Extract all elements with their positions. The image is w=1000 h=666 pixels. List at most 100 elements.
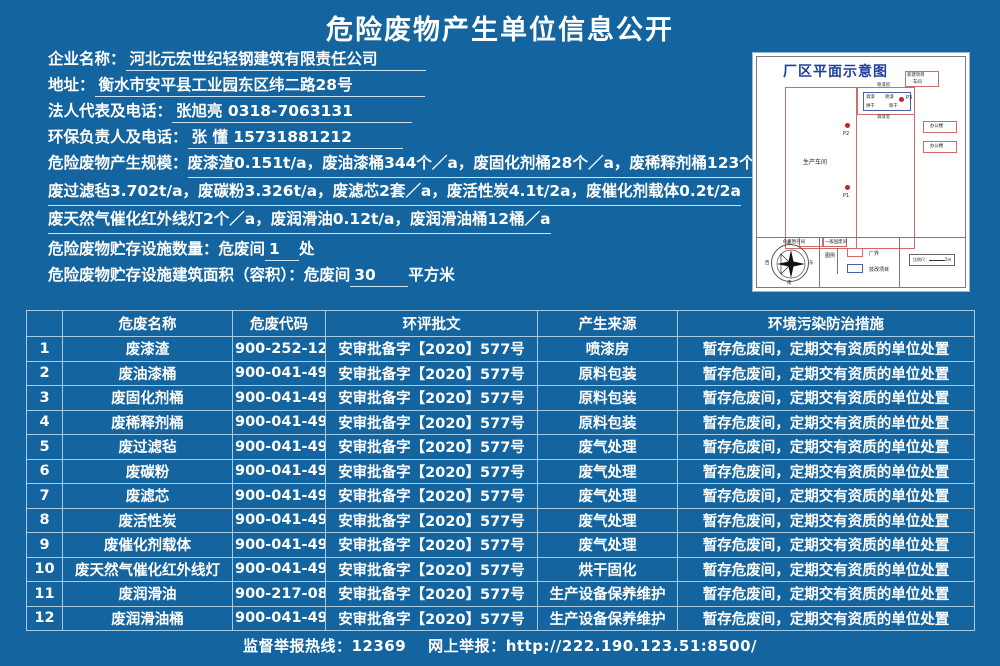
cell-doc: 安审批备字【2020】577号 <box>325 483 538 509</box>
legal-rep-value: 张旭亮 0318-7063131 <box>172 101 413 123</box>
cell-source: 废气处理 <box>537 507 678 533</box>
facility-count-value: 1 <box>265 239 300 261</box>
hotline-value: 12369 <box>351 637 407 655</box>
paint-room-zone <box>857 87 915 115</box>
cell-code: 900-041-49 <box>232 385 326 411</box>
col-header-measure: 环境污染防治措施 <box>677 310 975 337</box>
cell-measure: 暂存危废间，定期交有资质的单位处置 <box>677 581 975 607</box>
cell-measure: 暂存危废间，定期交有资质的单位处置 <box>677 483 975 509</box>
table-row: 1 废漆渣 900-252-12 安审批备字【2020】577号 喷漆房 暂存危废间，定期… <box>26 336 975 362</box>
tech-project-box <box>863 92 911 111</box>
cell-index: 2 <box>26 360 63 386</box>
cell-code: 900-041-49 <box>232 532 326 558</box>
floor-plan-title: 厂区平面示意图 <box>783 64 888 80</box>
cell-name: 废滤芯 <box>62 483 233 509</box>
table-row: 5 废过滤毡 900-041-49 安审批备字【2020】577号 废气处理 暂存危废间，… <box>26 434 975 460</box>
footer-hotline-bar: 监督举报热线：12369 网上举报：http://222.190.123.51:8… <box>0 635 1000 656</box>
monitor-point-p2-dot <box>845 123 850 128</box>
cell-index: 12 <box>26 605 63 631</box>
env-officer-value: 张 懂 15731881212 <box>187 127 403 149</box>
cell-source: 烘干固化 <box>537 556 678 582</box>
cell-index: 6 <box>26 458 63 484</box>
waste-scale-label: 危险废物产生规模： <box>48 154 188 172</box>
cell-doc: 安审批备字【2020】577号 <box>325 360 538 386</box>
cell-source: 废气处理 <box>537 458 678 484</box>
legend-swatch-project <box>847 264 863 273</box>
legend-divider-2 <box>899 238 900 287</box>
company-name-value: 河北元宏世纪轻钢建筑有限责任公司 <box>125 49 426 71</box>
cell-code: 900-041-49 <box>232 409 326 435</box>
compass-south-label: 南 <box>787 281 792 286</box>
cell-source: 生产设备保养维护 <box>537 581 678 607</box>
legend-title-label: 图例 <box>825 253 836 259</box>
cell-measure: 暂存危废间，定期交有资质的单位处置 <box>677 409 975 435</box>
address-line: 地址： 衡水市安平县工业园东区纬二路28号 <box>48 72 748 98</box>
scale-bar: 比例尺： 5m <box>909 254 956 266</box>
cell-index: 10 <box>26 556 63 582</box>
hazard-storage-label: 危废暂存间 <box>783 240 805 245</box>
col-header-name: 危废名称 <box>62 310 233 337</box>
facility-area-value: 30 <box>350 265 409 287</box>
cell-name: 废催化剂载体 <box>62 532 233 558</box>
company-name-label: 企业名称： <box>48 50 126 68</box>
facility-area-label: 危险废物贮存设施建筑面积（容积）：危废间 <box>48 266 351 284</box>
compass-north-label: 北 <box>787 241 792 246</box>
legal-rep-label: 法人代表及电话： <box>48 102 173 120</box>
cell-source: 原料包装 <box>537 385 678 411</box>
office-building-label-2: 办公楼 <box>930 144 944 149</box>
legend-project-label: 技改项目 <box>869 267 890 273</box>
legend-swatch-boundary <box>847 248 863 257</box>
cell-source: 原料包装 <box>537 360 678 386</box>
facility-area-unit: 平方米 <box>408 266 455 284</box>
office-building-box-2 <box>923 141 957 153</box>
inner-label-1: 调漆 <box>866 95 875 100</box>
cell-code: 900-217-08 <box>232 581 326 607</box>
cell-doc: 安审批备字【2020】577号 <box>325 434 538 460</box>
production-workshop-box <box>785 87 857 249</box>
cell-doc: 安审批备字【2020】577号 <box>325 385 538 411</box>
online-report-value[interactable]: http://222.190.123.51:8500/ <box>505 637 758 655</box>
cell-code: 900-252-12 <box>232 336 326 362</box>
table-row: 11 废润滑油 900-217-08 安审批备字【2020】577号 生产设备保养维护暂… <box>26 581 975 607</box>
legend-boundary-label: 厂界 <box>869 251 880 257</box>
scale-bar-unit: 5m <box>945 257 952 262</box>
compass-icon <box>771 244 809 282</box>
cell-name: 废稀释剂桶 <box>62 409 233 435</box>
cell-index: 4 <box>26 409 63 435</box>
cell-measure: 暂存危废间，定期交有资质的单位处置 <box>677 434 975 460</box>
cell-index: 8 <box>26 507 63 533</box>
monitor-point-p3-dot <box>899 97 904 102</box>
table-row: 7 废滤芯 900-041-49 安审批备字【2020】577号 废气处理 暂存危废间，定… <box>26 483 975 509</box>
cell-code: 900-041-49 <box>232 458 326 484</box>
facility-area-line: 危险废物贮存设施建筑面积（容积）：危废间 30 平方米 <box>48 262 748 288</box>
cell-index: 3 <box>26 385 63 411</box>
paint-room-label: 喷漆房 <box>877 83 891 88</box>
cell-code: 900-041-49 <box>232 605 326 631</box>
inner-label-2: 喷漆 <box>885 95 894 100</box>
cell-index: 1 <box>26 336 63 362</box>
cell-code: 900-041-49 <box>232 483 326 509</box>
cell-name: 废固化剂桶 <box>62 385 233 411</box>
office-building-box-1 <box>923 121 957 133</box>
cell-measure: 暂存危废间，定期交有资质的单位处置 <box>677 605 975 631</box>
cell-name: 废天然气催化红外线灯 <box>62 556 233 582</box>
cell-doc: 安审批备字【2020】577号 <box>325 605 538 631</box>
cell-measure: 暂存危废间，定期交有资质的单位处置 <box>677 385 975 411</box>
table-row: 9 废催化剂载体 900-041-49 安审批备字【2020】577号 废气处理 暂存危废… <box>26 532 975 558</box>
cell-name: 废润滑油 <box>62 581 233 607</box>
cell-doc: 安审批备字【2020】577号 <box>325 336 538 362</box>
monitor-point-p2-label: P2 <box>843 131 850 137</box>
cell-name: 废油漆桶 <box>62 360 233 386</box>
table-row: 2 废油漆桶 900-041-49 安审批备字【2020】577号 原料包装 暂存危废间，… <box>26 360 975 386</box>
monitor-point-p3-label: P3 <box>906 95 913 101</box>
table-row: 6 废碳粉 900-041-49 安审批备字【2020】577号 废气处理 暂存危废间，定… <box>26 458 975 484</box>
waste-scale-value-1: 废漆渣0.151t/a，废油漆桶344个／a，废固化剂桶28个／a，废稀释剂桶1… <box>187 150 797 178</box>
facility-count-label: 危险废物贮存设施数量：危废间 <box>48 240 266 258</box>
cell-source: 喷漆房 <box>537 336 678 362</box>
col-header-index <box>26 310 63 337</box>
legend-title-divider <box>837 248 838 274</box>
env-officer-line: 环保负责人及电话：张 懂 15731881212 <box>48 124 748 150</box>
cell-doc: 安审批备字【2020】577号 <box>325 532 538 558</box>
online-report-label: 网上举报： <box>428 637 506 655</box>
env-officer-label: 环保负责人及电话： <box>48 128 188 146</box>
